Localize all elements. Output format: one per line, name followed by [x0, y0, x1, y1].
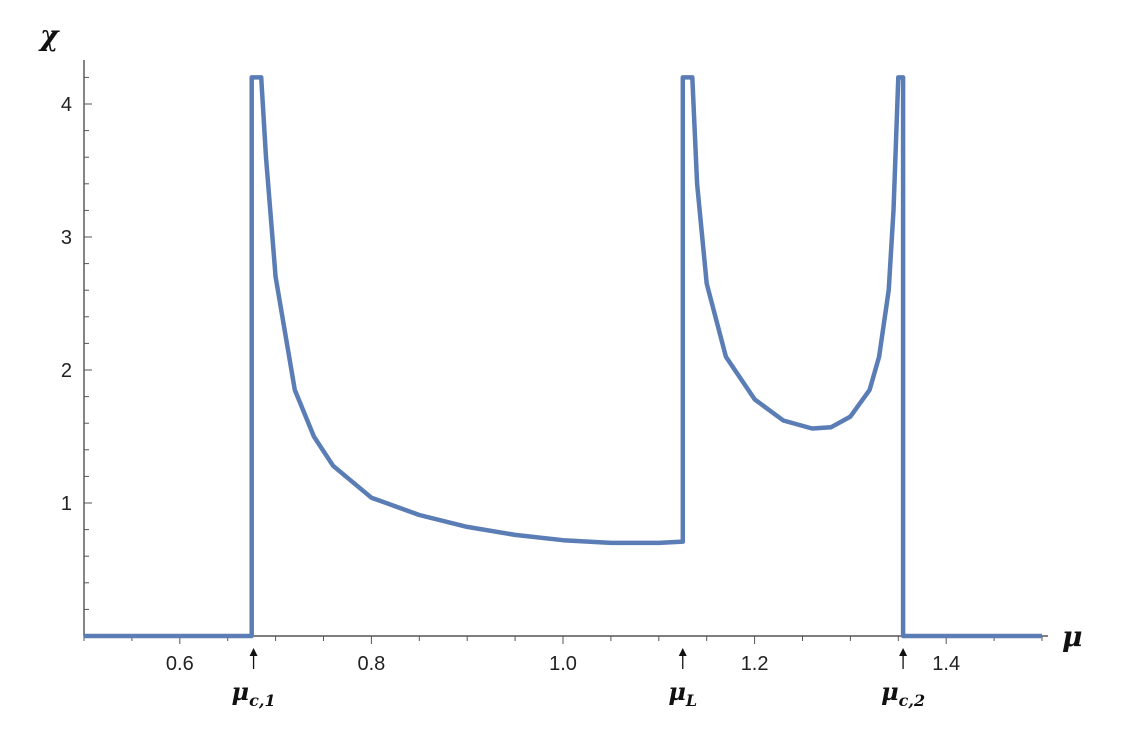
x-axis-label: μ	[1062, 620, 1083, 653]
axis-ticks: 0.6 0.8 1.0 1.2 1.4 1 2 3 4	[61, 76, 1043, 675]
marker-subscript: c,2	[899, 691, 925, 710]
critical-point-marker: μc,1	[232, 648, 276, 710]
y-tick-label: 1	[61, 493, 72, 515]
y-axis-label: χ	[38, 19, 60, 52]
critical-point-markers: μc,1 μL μc,2	[232, 648, 925, 710]
marker-subscript: L	[685, 691, 697, 710]
marker-label: μL	[668, 677, 697, 710]
critical-point-marker: μc,2	[881, 648, 925, 710]
x-tick-label: 0.6	[166, 653, 194, 675]
y-tick-label: 3	[61, 227, 72, 249]
x-tick-label: 1.4	[932, 653, 960, 675]
y-tick-label: 4	[61, 94, 72, 116]
y-tick-label: 2	[61, 360, 72, 382]
chi-curve	[84, 75, 1042, 639]
x-tick-label: 0.8	[357, 653, 385, 675]
marker-arrow-head	[899, 648, 908, 656]
x-tick-label: 1.2	[741, 653, 769, 675]
critical-point-marker: μL	[668, 648, 697, 710]
marker-label: μc,1	[232, 677, 276, 710]
marker-arrow-head	[678, 648, 687, 656]
marker-arrow-head	[249, 648, 258, 656]
x-tick-label: 1.0	[549, 653, 577, 675]
marker-subscript: c,1	[249, 691, 275, 710]
marker-label: μc,2	[881, 677, 925, 710]
